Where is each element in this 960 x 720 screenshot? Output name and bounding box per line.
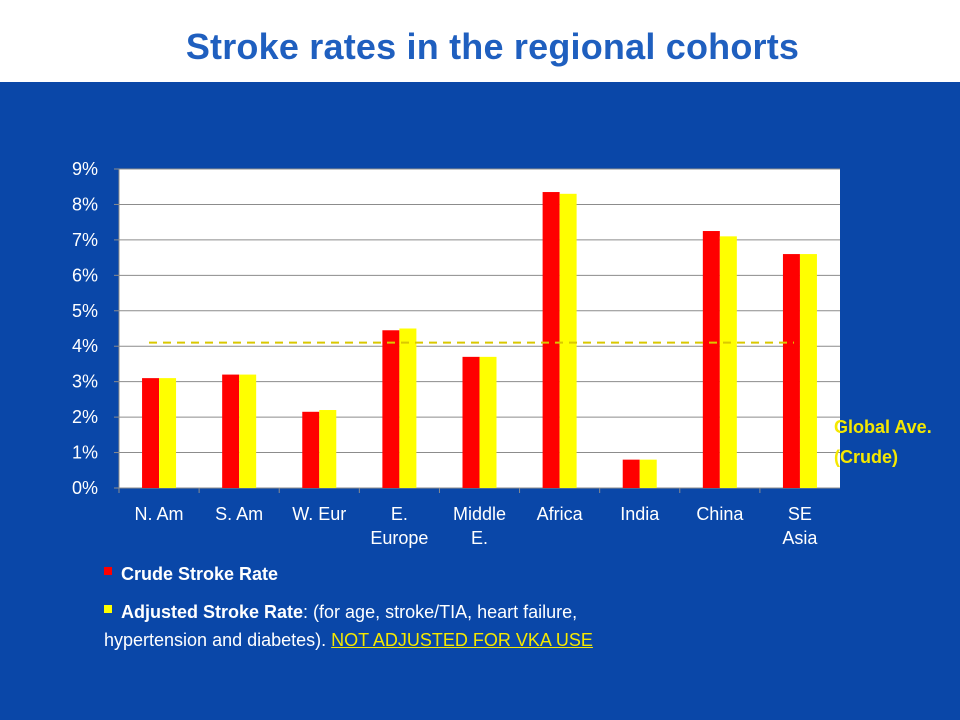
y-tick-label: 9% (72, 159, 98, 179)
x-tick-label: W. Eur (292, 504, 346, 524)
x-tick-label: S. Am (215, 504, 263, 524)
legend-crude-label: Crude Stroke Rate (121, 564, 279, 584)
legend-adjusted: Adjusted Stroke Rate: (for age, stroke/T… (104, 598, 593, 654)
y-tick-label: 8% (72, 194, 98, 214)
y-tick-label: 4% (72, 336, 98, 356)
bar-crude (702, 231, 720, 488)
x-tick-label: Europe (370, 528, 428, 548)
y-tick-label: 7% (72, 230, 98, 250)
bar-crude (542, 192, 560, 488)
bar-adjusted (719, 236, 737, 488)
x-tick-label: N. Am (135, 504, 184, 524)
bar-crude (782, 254, 800, 488)
legend-adjusted-note-line2: hypertension and diabetes). (104, 630, 327, 650)
bar-crude (222, 374, 240, 488)
reference-line-label-line2: (Crude) (834, 447, 898, 467)
x-tick-label: Asia (782, 528, 818, 548)
bar-crude (462, 356, 480, 488)
bar-adjusted (159, 378, 177, 488)
bar-adjusted (399, 328, 417, 488)
y-tick-label: 1% (72, 443, 98, 463)
y-tick-label: 0% (72, 478, 98, 498)
bar-crude (622, 459, 640, 488)
legend-adjusted-swatch (104, 605, 112, 613)
title-bar: Stroke rates in the regional cohorts (0, 0, 960, 82)
reference-line-label-line1: Global Ave. (834, 417, 932, 437)
bar-crude (142, 378, 160, 488)
slide-body: 0% 1% 2% 3% 4% 5% 6% 7% 8% 9% N. Am S. Am W. Eur E. Eu… (0, 82, 960, 720)
stroke-rate-bar-chart: 0% 1% 2% 3% 4% 5% 6% 7% 8% 9% N. Am S. Am W. Eur E. Eu… (72, 159, 840, 548)
bar-crude (302, 411, 320, 488)
bar-adjusted (319, 410, 337, 488)
x-tick-label: China (696, 504, 744, 524)
x-tick-label: E. (391, 504, 408, 524)
legend-crude-swatch (104, 567, 112, 575)
x-tick-label: SE (788, 504, 812, 524)
y-tick-label: 5% (72, 301, 98, 321)
bar-adjusted (559, 193, 577, 489)
bar-adjusted (639, 459, 657, 488)
y-tick-label: 6% (72, 265, 98, 285)
x-tick-label: Africa (537, 504, 584, 524)
y-tick-label: 2% (72, 407, 98, 427)
reference-line-label: Global Ave. (Crude) (834, 412, 932, 472)
legend-crude: Crude Stroke Rate (104, 564, 278, 585)
legend-adjusted-label: Adjusted Stroke Rate (121, 602, 304, 622)
slide-title: Stroke rates in the regional cohorts (185, 26, 800, 67)
bar-adjusted (239, 374, 257, 488)
bar-crude (382, 330, 400, 488)
legend-adjusted-note: : (for age, stroke/TIA, heart failure, (303, 602, 578, 622)
vka-warning: NOT ADJUSTED FOR VKA USE (331, 630, 593, 650)
x-tick-label: Middle (453, 504, 506, 524)
bar-adjusted (799, 254, 817, 488)
x-tick-label: India (620, 504, 660, 524)
bar-adjusted (479, 356, 497, 488)
x-tick-label: E. (471, 528, 488, 548)
y-tick-label: 3% (72, 372, 98, 392)
